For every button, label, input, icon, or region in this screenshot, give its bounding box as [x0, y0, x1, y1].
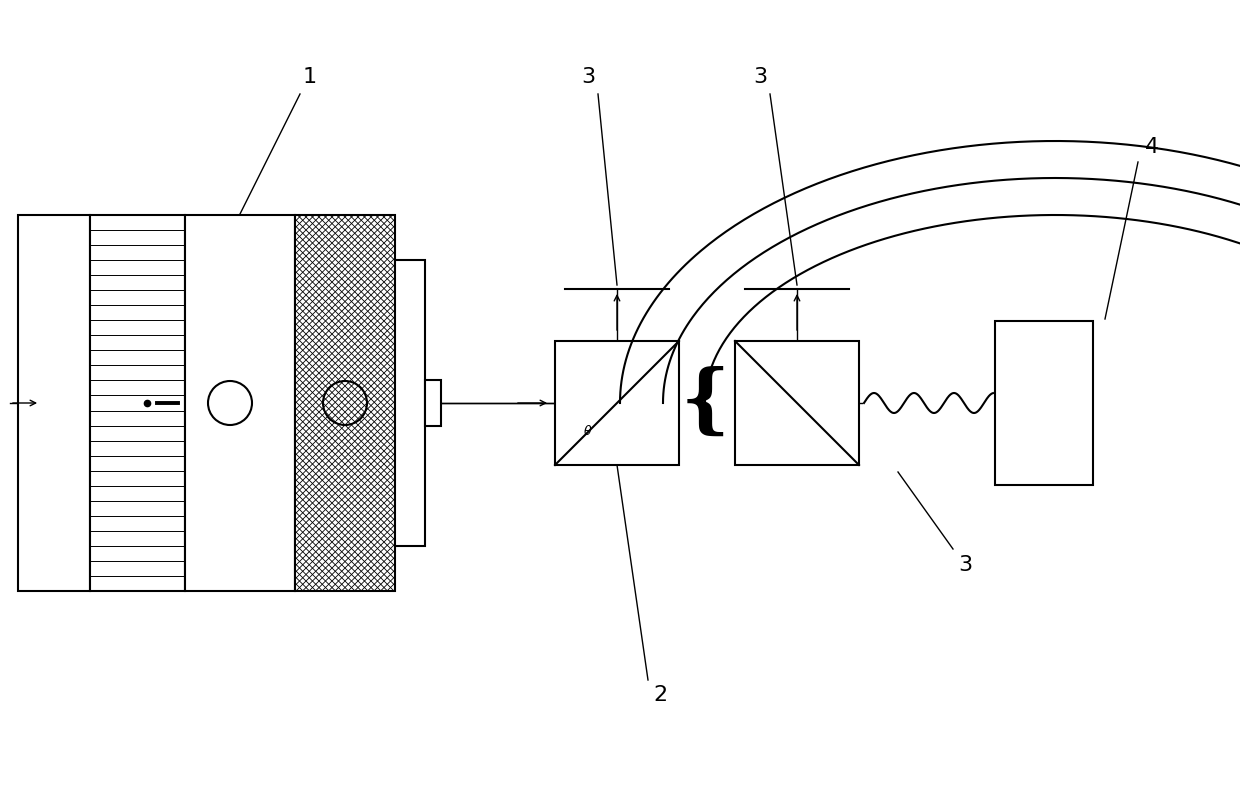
Text: $\theta$: $\theta$ [583, 424, 593, 438]
Text: 2: 2 [653, 685, 667, 705]
Text: 3: 3 [580, 67, 595, 87]
Bar [556, 341, 680, 465]
Bar [295, 215, 396, 591]
Bar [91, 215, 185, 591]
Bar [396, 260, 425, 546]
Bar [425, 380, 441, 426]
Text: {: { [681, 366, 730, 440]
Text: 1: 1 [303, 67, 317, 87]
Bar [19, 215, 91, 591]
Text: 3: 3 [753, 67, 768, 87]
Text: 3: 3 [959, 555, 972, 575]
Text: 4: 4 [1145, 137, 1159, 157]
Bar [185, 215, 295, 591]
Bar [735, 341, 859, 465]
Bar [994, 321, 1092, 485]
